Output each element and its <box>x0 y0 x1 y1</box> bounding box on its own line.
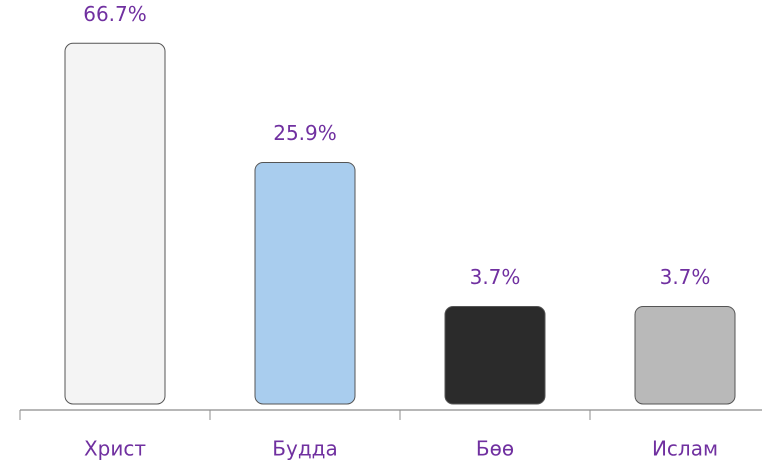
value-label: 25.9% <box>273 121 337 145</box>
pictogram <box>444 305 546 405</box>
pictogram <box>64 42 166 405</box>
value-label: 3.7% <box>470 265 521 289</box>
value-label: 3.7% <box>660 265 711 289</box>
pictogram <box>634 305 736 405</box>
x-tick-label: Будда <box>272 437 337 461</box>
x-tick-label: Ислам <box>652 437 718 461</box>
value-label: 66.7% <box>83 2 147 26</box>
x-tick-label: Бөө <box>476 437 514 461</box>
x-tick-label: Христ <box>84 437 146 461</box>
pictogram <box>254 161 356 405</box>
